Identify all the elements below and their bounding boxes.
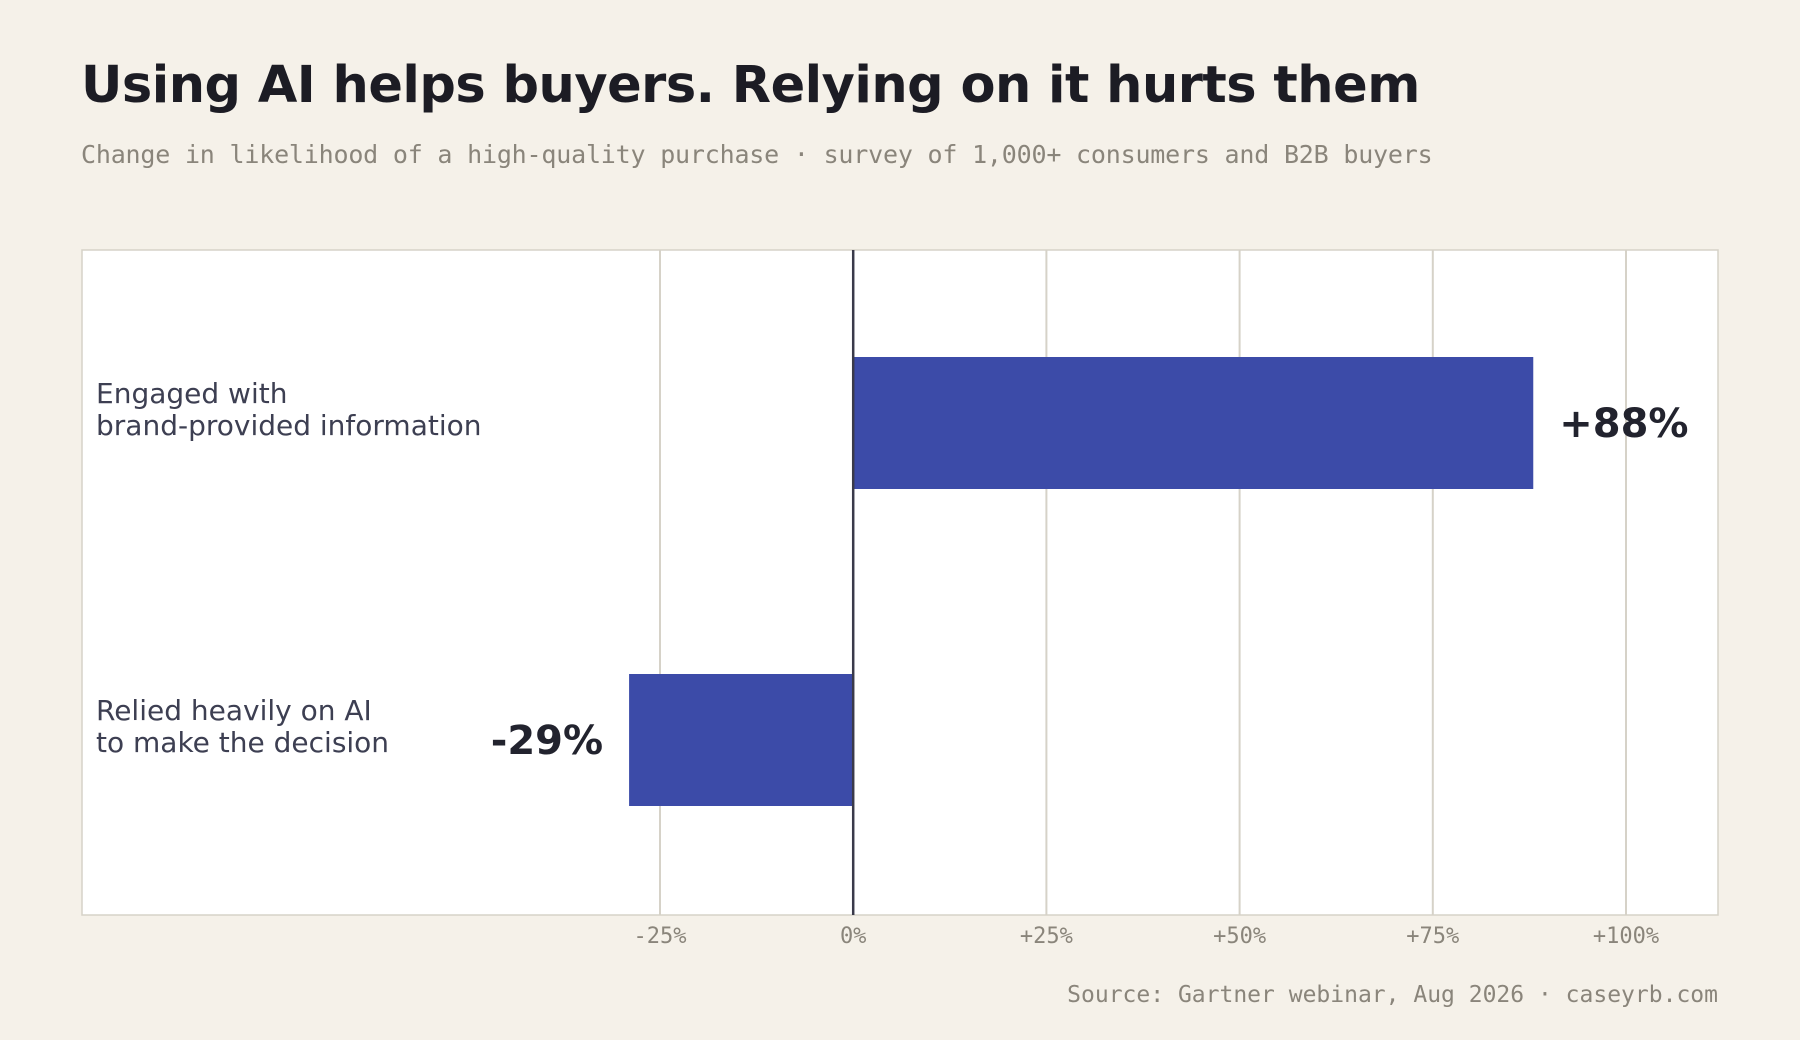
chart-subtitle: Change in likelihood of a high-quality p… bbox=[81, 140, 1433, 169]
x-tick-label: +25% bbox=[1020, 924, 1073, 949]
bar bbox=[853, 357, 1534, 489]
chart-title: Using AI helps buyers. Relying on it hur… bbox=[81, 56, 1420, 115]
bars bbox=[629, 357, 1534, 806]
x-tick-label: +50% bbox=[1213, 924, 1266, 949]
x-tick-label: -25% bbox=[634, 924, 687, 949]
plot-area bbox=[81, 249, 1719, 916]
x-tick-label: +100% bbox=[1593, 924, 1659, 949]
value-labels: +88% -29% bbox=[491, 401, 1689, 764]
bar-value-label: -29% bbox=[491, 718, 603, 764]
category-label-line: brand-provided information bbox=[96, 409, 482, 442]
category-label-line: Relied heavily on AI bbox=[96, 694, 372, 727]
category-label-line: Engaged with bbox=[96, 377, 287, 410]
x-tick-label: 0% bbox=[840, 924, 867, 949]
x-tick-label: +75% bbox=[1406, 924, 1459, 949]
category-label: Engaged with brand-provided information bbox=[96, 377, 482, 442]
bar bbox=[629, 674, 854, 806]
bar-value-label: +88% bbox=[1559, 401, 1688, 447]
category-labels: Engaged with brand-provided information Re… bbox=[96, 377, 482, 759]
category-label: Relied heavily on AI to make the decision bbox=[96, 694, 389, 759]
x-axis-ticks: -25% 0% +25% +50% +75% +100% bbox=[634, 924, 1660, 949]
source-note: Source: Gartner webinar, Aug 2026 · case… bbox=[1067, 982, 1718, 1008]
category-label-line: to make the decision bbox=[96, 726, 389, 759]
